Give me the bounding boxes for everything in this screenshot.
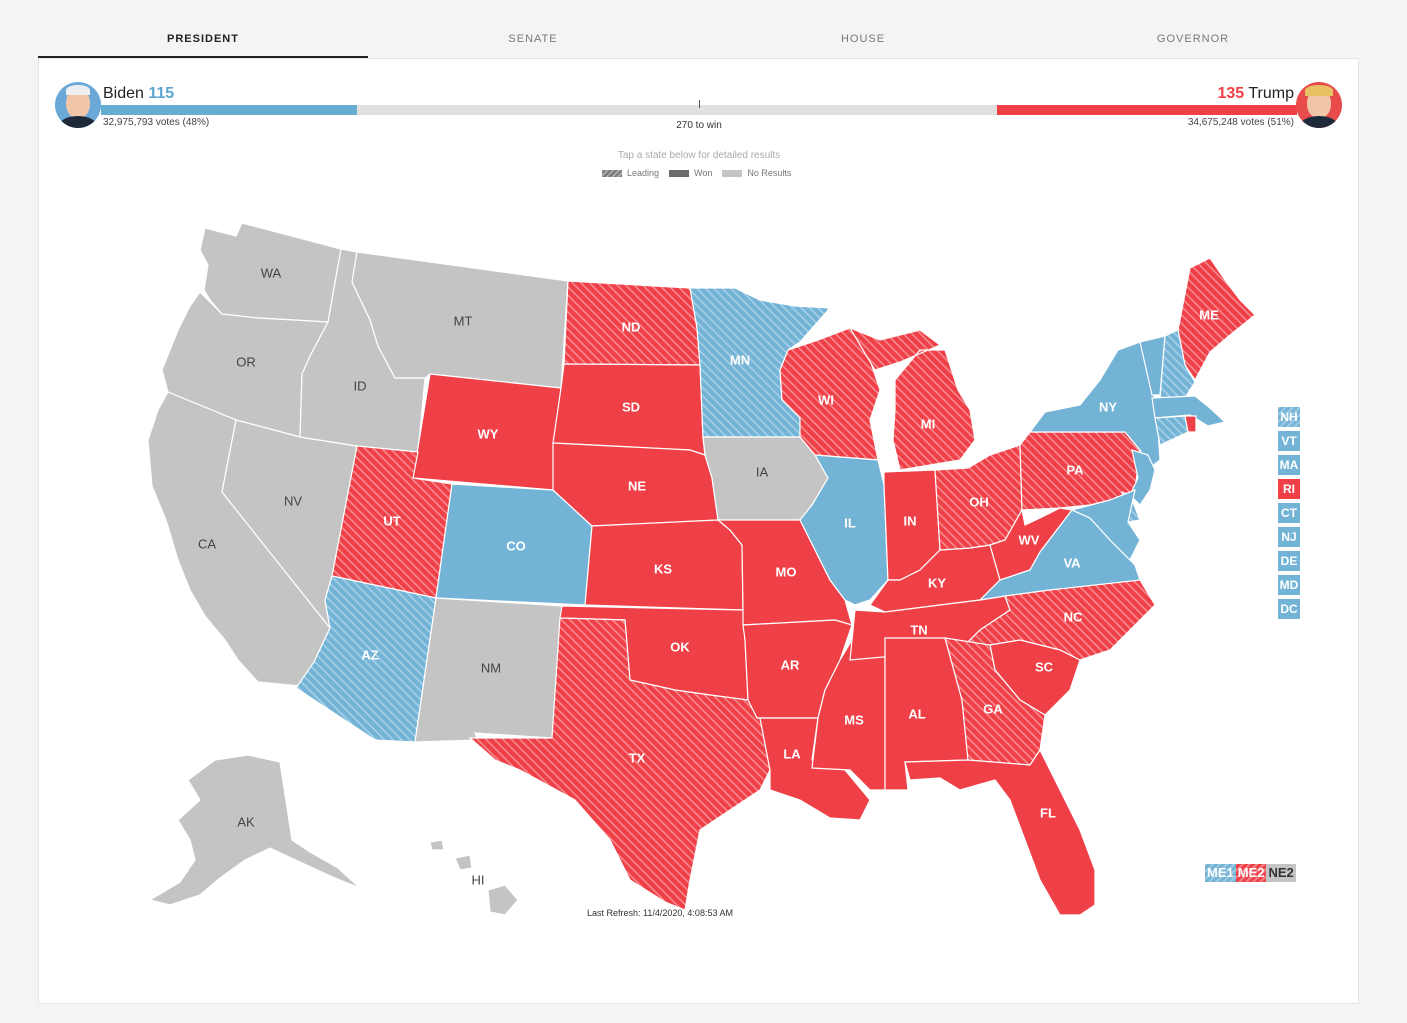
map-legend: Leading Won No Results <box>602 168 791 178</box>
small-states-list: NH VT MA RI CT NJ DE MD DC <box>1278 407 1300 623</box>
district-ne2[interactable]: NE2 <box>1266 864 1296 882</box>
small-state-ri[interactable]: RI <box>1278 479 1300 499</box>
win-threshold-marker <box>699 100 700 108</box>
state-fl[interactable] <box>904 748 1096 916</box>
state-nd[interactable] <box>563 280 701 366</box>
state-ak[interactable] <box>148 754 361 906</box>
split-districts: ME1 ME2 NE2 <box>1205 864 1296 882</box>
biden-avatar <box>55 82 101 128</box>
race-tabs: PRESIDENT SENATE HOUSE GOVERNOR <box>38 20 1358 58</box>
tab-house[interactable]: HOUSE <box>840 33 886 45</box>
state-md[interactable] <box>1070 489 1141 562</box>
dem-ev-fill <box>101 105 357 115</box>
tab-governor[interactable]: GOVERNOR <box>1156 33 1230 45</box>
state-mi[interactable] <box>848 326 976 471</box>
state-tx[interactable] <box>468 617 771 911</box>
state-ne[interactable] <box>552 442 719 527</box>
right-candidate: 135 Trump <box>1218 85 1295 103</box>
small-state-dc[interactable]: DC <box>1278 599 1300 619</box>
electoral-vote-bar <box>101 105 1297 115</box>
state-nm[interactable] <box>414 597 563 743</box>
rep-ev-fill <box>997 105 1297 115</box>
state-ct[interactable] <box>1154 415 1189 446</box>
win-threshold-label: 270 to win <box>676 120 722 131</box>
state-nj[interactable] <box>1129 449 1156 506</box>
tab-senate[interactable]: SENATE <box>508 33 558 45</box>
state-ga[interactable] <box>944 637 1046 766</box>
small-state-nh[interactable]: NH <box>1278 407 1300 427</box>
small-state-nj[interactable]: NJ <box>1278 527 1300 547</box>
right-popular-votes: 34,675,248 votes (51%) <box>1187 117 1294 128</box>
right-electoral-votes: 135 <box>1217 85 1245 102</box>
right-candidate-name: Trump <box>1248 85 1294 102</box>
left-popular-votes: 32,975,793 votes (48%) <box>103 117 210 128</box>
state-label-hi: HI <box>472 872 485 887</box>
state-sd[interactable] <box>552 363 706 456</box>
left-electoral-votes: 115 <box>148 85 175 102</box>
state-hi[interactable] <box>429 839 519 916</box>
left-candidate-name: Biden <box>103 85 144 102</box>
legend-won: Won <box>669 168 712 178</box>
tab-president[interactable]: PRESIDENT <box>38 20 368 58</box>
state-ri[interactable] <box>1184 415 1197 433</box>
state-wa[interactable] <box>199 222 342 323</box>
state-wy[interactable] <box>412 373 562 491</box>
small-state-ct[interactable]: CT <box>1278 503 1300 523</box>
small-state-md[interactable]: MD <box>1278 575 1300 595</box>
district-me1[interactable]: ME1 <box>1205 864 1236 882</box>
state-ms[interactable] <box>811 637 886 791</box>
small-state-ma[interactable]: MA <box>1278 455 1300 475</box>
state-la[interactable] <box>757 717 871 821</box>
last-refresh: Last Refresh: 11/4/2020, 4:08:53 AM <box>587 908 733 918</box>
small-state-de[interactable]: DE <box>1278 551 1300 571</box>
small-state-vt[interactable]: VT <box>1278 431 1300 451</box>
left-candidate: Biden 115 <box>103 85 174 103</box>
state-ks[interactable] <box>584 519 744 611</box>
legend-no-results: No Results <box>722 168 791 178</box>
district-me2[interactable]: ME2 <box>1235 864 1267 882</box>
trump-avatar <box>1296 82 1342 128</box>
legend-leading: Leading <box>602 168 659 178</box>
map-instruction: Tap a state below for detailed results <box>617 150 781 161</box>
state-mt[interactable] <box>351 251 569 389</box>
state-me[interactable] <box>1177 257 1256 382</box>
